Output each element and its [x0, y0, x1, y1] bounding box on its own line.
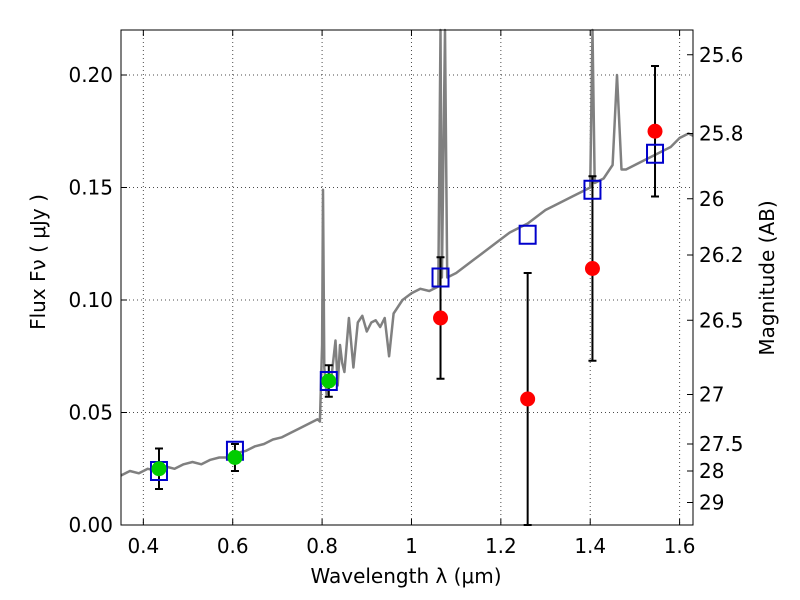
model-photometry-square [319, 371, 338, 391]
model-photometry-square [518, 224, 537, 245]
observed-photometry-series [151, 123, 663, 477]
right-tick-label: 25.8 [699, 122, 744, 146]
x-axis-label: Wavelength λ (μm) [310, 564, 501, 588]
observed-point [584, 261, 600, 276]
y-tick-label: 0.00 [68, 513, 113, 537]
observed-point [520, 391, 536, 407]
model-photometry-square [646, 143, 665, 164]
right-axis-ticks: 25.6 25.8 26 26.2 26.5 27 27.5 28 29 [687, 43, 744, 515]
right-axis-label: Magnitude (AB) [755, 200, 779, 355]
model-photometry-square [431, 267, 450, 288]
x-tick-label: 0.4 [127, 534, 159, 558]
observed-point [647, 123, 663, 139]
grid [121, 30, 693, 526]
y-tick-label: 0.10 [68, 288, 113, 312]
x-tick-label: 0.8 [306, 534, 338, 558]
right-tick-label: 26.2 [699, 243, 744, 267]
y-axis-ticks: 0.00 0.05 0.10 0.15 0.20 [68, 63, 127, 537]
x-tick-label: 1 [405, 534, 418, 558]
observed-point [433, 310, 449, 326]
right-tick-label: 27 [699, 383, 724, 407]
x-tick-label: 1.4 [574, 534, 606, 558]
y-tick-label: 0.20 [68, 63, 113, 87]
right-tick-label: 25.6 [699, 43, 744, 67]
x-tick-label: 0.6 [217, 534, 249, 558]
x-tick-label: 1.6 [664, 534, 696, 558]
right-tick-label: 26.5 [699, 308, 744, 332]
spectrum-series [120, 28, 694, 477]
x-tick-label: 1.2 [485, 534, 517, 558]
observed-point [151, 461, 167, 477]
y-tick-label: 0.05 [68, 401, 113, 425]
right-tick-label: 27.5 [699, 432, 744, 456]
x-axis-ticks: 0.4 0.6 0.8 1 1.2 1.4 1.6 [127, 30, 696, 558]
observed-point [227, 450, 243, 465]
right-tick-label: 29 [699, 491, 724, 515]
model-photometry-series [149, 143, 665, 481]
observed-point [321, 373, 337, 389]
y-tick-label: 0.15 [68, 176, 113, 200]
right-tick-label: 28 [699, 459, 724, 483]
y-axis-label: Flux Fν ( μJy ) [26, 194, 50, 330]
model-photometry-square [583, 179, 602, 200]
right-tick-label: 26 [699, 187, 724, 211]
spectrum-line [120, 28, 694, 477]
plot-frame [120, 29, 694, 526]
